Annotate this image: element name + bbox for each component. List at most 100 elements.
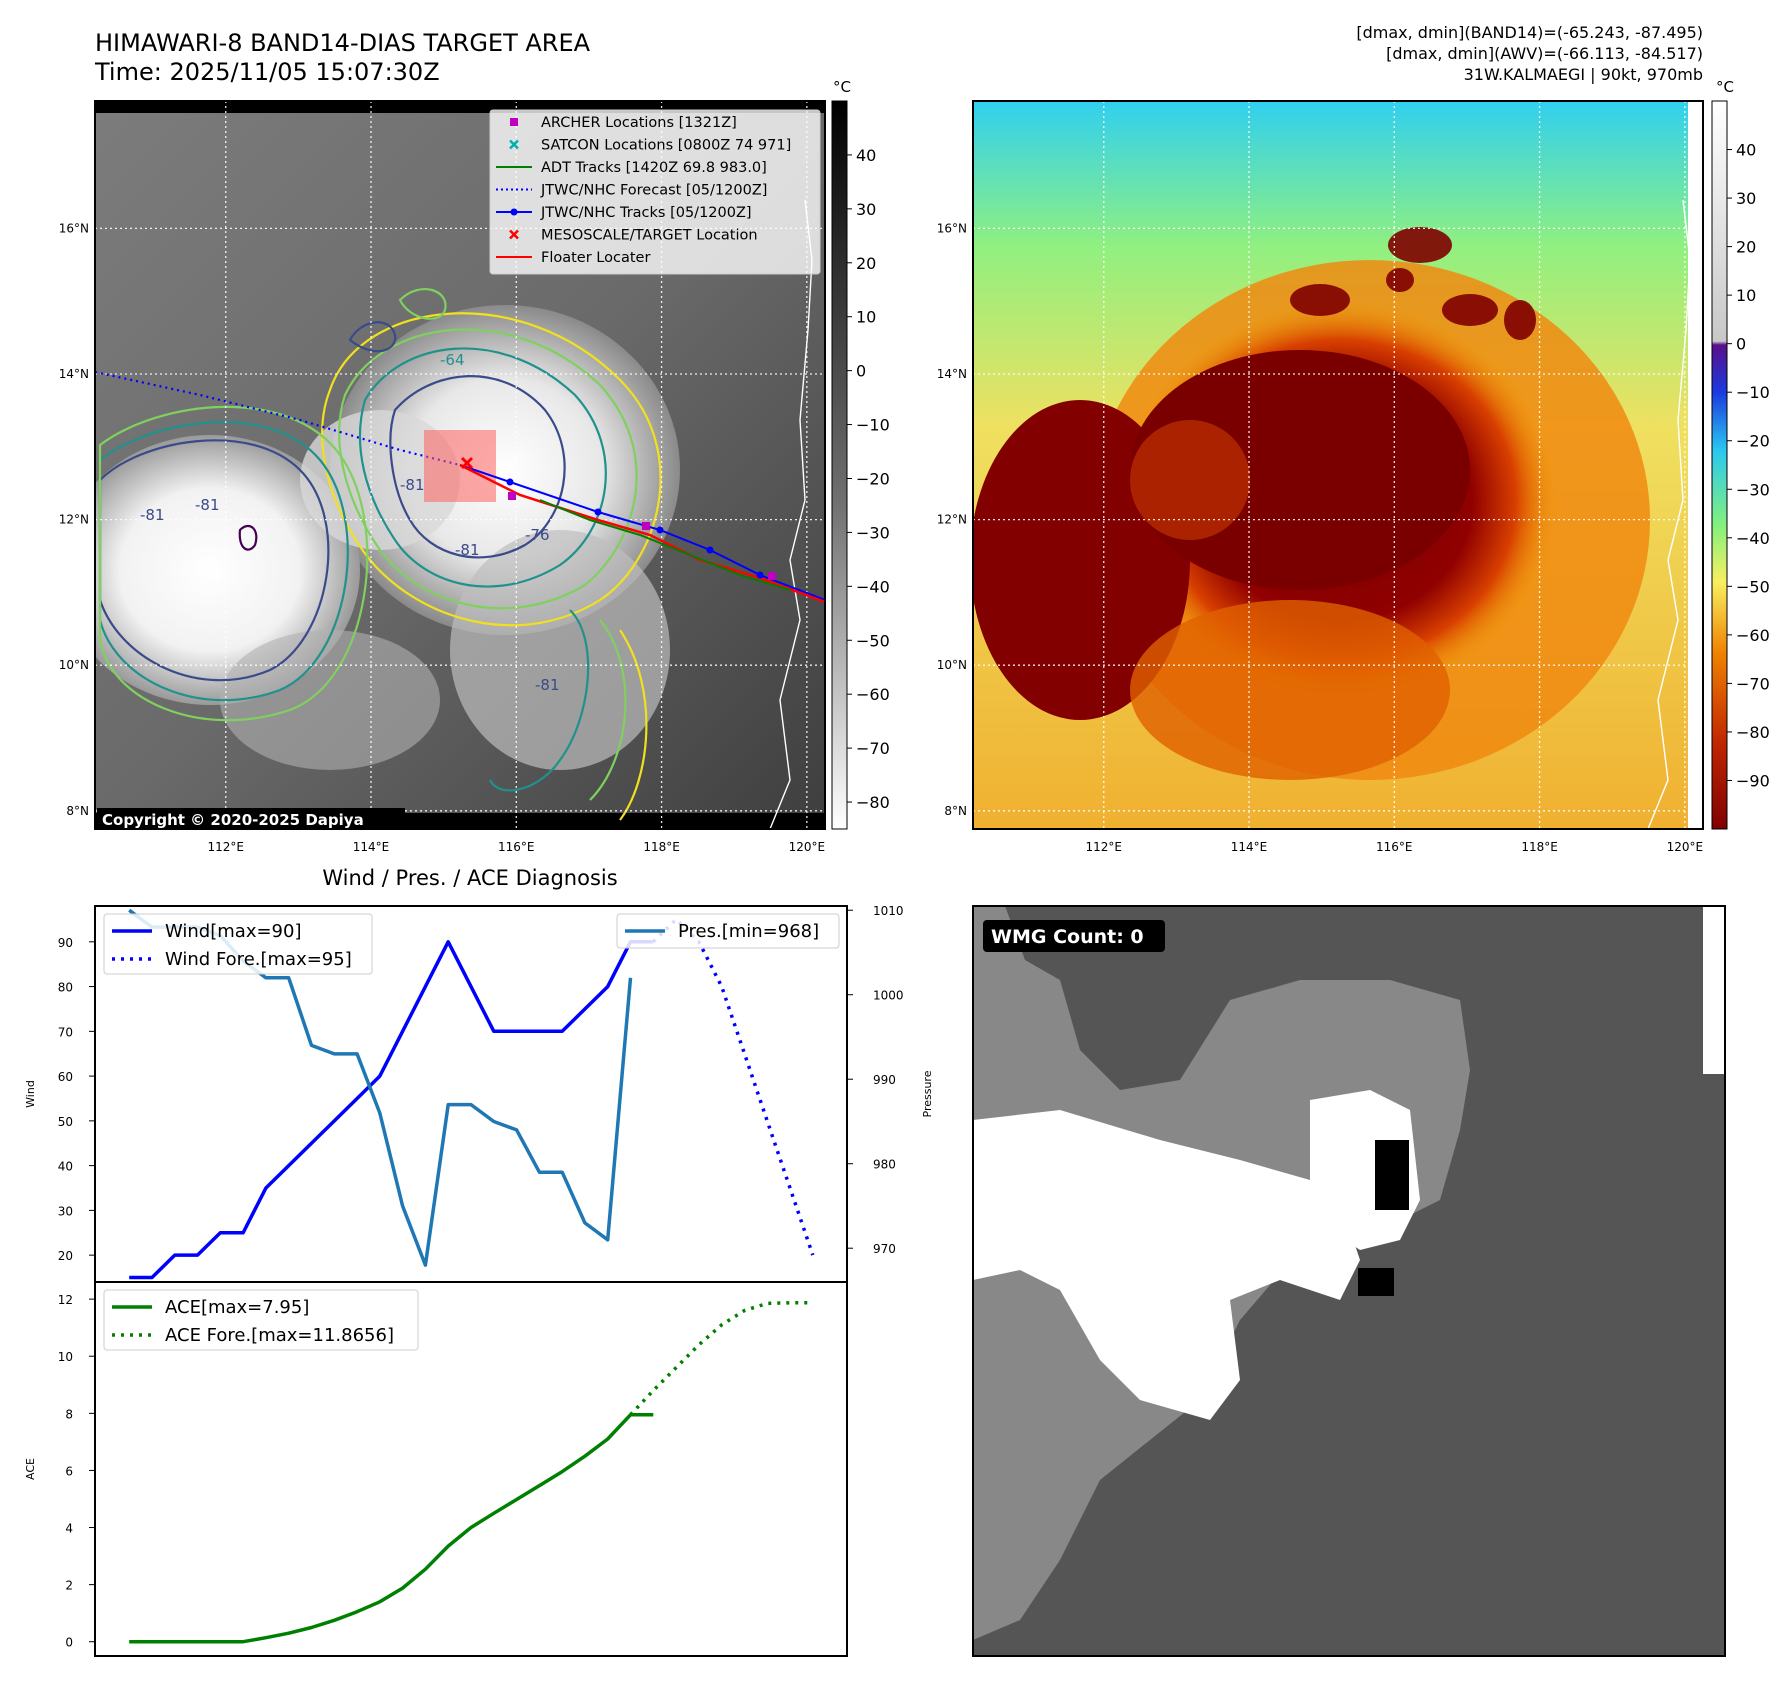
legend-label: SATCON Locations [0800Z 74 971]: [541, 138, 791, 154]
legend-ace: ACE[max=7.95]: [165, 1297, 309, 1318]
y2-tick-label: 1010: [873, 904, 904, 918]
awv-coastline: [1647, 199, 1691, 829]
track-legend: ARCHER Locations [1321Z] SATCON Locations…: [489, 109, 821, 275]
ir-lon-label: 112°E: [207, 840, 244, 854]
ir-lat-label: 8°N: [66, 804, 89, 818]
y-tick-label: 20: [58, 1249, 73, 1263]
y-tick-label: 6: [65, 1464, 73, 1478]
jtwc-track-points: [506, 478, 764, 579]
awv-lat-axis: 16°N 14°N 12°N 10°N 8°N: [937, 221, 967, 817]
awv-map-frame: [972, 100, 1704, 830]
contour-label: -81: [400, 476, 425, 494]
ir-lon-label: 118°E: [643, 840, 680, 854]
ir-satellite-map: -64 -76 -81 -81 -81 -81 -81 Copyright © …: [59, 100, 826, 854]
y-tick-label: 8: [65, 1407, 73, 1421]
legend-entry-0: ARCHER Locations [1321Z]: [510, 115, 737, 131]
y-tick-label: 80: [58, 981, 73, 995]
y-tick-label: 40: [58, 1160, 73, 1174]
colorbar_gray-tick-label: −70: [856, 739, 890, 758]
copyright-text: Copyright © 2020-2025 Dapiya: [102, 811, 364, 829]
colorbar_color-tick-label: 10: [1736, 286, 1756, 305]
legend-ace-forecast: ACE Fore.[max=11.8656]: [165, 1325, 394, 1346]
series-line-0-0: [129, 940, 654, 1280]
series-line-1-0: [129, 1413, 654, 1644]
ir-lat-label: 12°N: [59, 513, 89, 527]
colorbar_gray-tick-label: −30: [856, 523, 890, 542]
pressure-axis-label: Pressure: [921, 1070, 934, 1117]
contour-label: -81: [195, 496, 220, 514]
colorbar_color-tick-label: 0: [1736, 335, 1746, 354]
y-tick-label: 90: [58, 936, 73, 950]
adt-track: [539, 499, 791, 591]
y2-tick-label: 1000: [873, 989, 904, 1003]
colorbar_color-tick-label: 40: [1736, 141, 1756, 160]
y-tick-label: 4: [65, 1522, 73, 1536]
diagnosis-title: Wind / Pres. / ACE Diagnosis: [322, 866, 617, 890]
contour-label: -64: [440, 351, 465, 369]
legend-entry-6: Floater Locater: [496, 250, 650, 266]
colorbar_gray-tick-label: −40: [856, 577, 890, 596]
ir-coastline: [769, 199, 813, 829]
legend-marker-square: [510, 118, 518, 126]
wind-pressure-plot: 20 30 40 50 60 70 80 90 970 980 990 1000 1010 Wind …: [24, 904, 934, 1283]
legend-entry-5: MESOSCALE/TARGET Location: [509, 228, 758, 244]
colorbar_color-tick-label: −50: [1736, 577, 1770, 596]
colorbar_color-tick-label: −80: [1736, 723, 1770, 742]
ace-axis-label: ACE: [24, 1458, 37, 1480]
ir-lat-label: 10°N: [59, 658, 89, 672]
awv-lat-label: 12°N: [937, 513, 967, 527]
legend-wind-forecast: Wind Fore.[max=95]: [165, 949, 352, 970]
ir-lon-label: 116°E: [498, 840, 535, 854]
y2-tick-label: 990: [873, 1073, 896, 1087]
ace-legend: ACE[max=7.95] ACE Fore.[max=11.8656]: [103, 1289, 419, 1351]
colorbar_gray-tick-label: −80: [856, 793, 890, 812]
y-tick-label: 70: [58, 1025, 73, 1039]
y-tick-label: 60: [58, 1070, 73, 1084]
colorbar_color-tick-label: −70: [1736, 674, 1770, 693]
ir-map-frame: [94, 100, 826, 830]
contour-label: -81: [535, 676, 560, 694]
wind-legend: Wind[max=90] Wind Fore.[max=95]: [103, 913, 373, 975]
contour-label: -76: [525, 526, 550, 544]
contour-label: -81: [455, 541, 480, 559]
y-tick-label: 30: [58, 1204, 73, 1218]
awv-imagery: [973, 101, 1703, 829]
awv-lon-label: 112°E: [1085, 840, 1122, 854]
legend-label: JTWC/NHC Tracks [05/1200Z]: [540, 205, 752, 221]
y2-tick-label: 980: [873, 1158, 896, 1172]
color-colorbar-unit: °C: [1716, 78, 1734, 96]
colorbar_color-tick-label: −60: [1736, 626, 1770, 645]
figure-title-line1: HIMAWARI-8 BAND14-DIAS TARGET AREA: [95, 29, 591, 57]
awv-lon-label: 120°E: [1667, 840, 1704, 854]
wmg-image: [973, 906, 1725, 1656]
ir-lon-axis: 112°E 114°E 116°E 118°E 120°E: [207, 840, 825, 854]
awv-lat-label: 14°N: [937, 367, 967, 381]
colorbar_gray-tick-label: −20: [856, 469, 890, 488]
ace-plot: 0 2 4 6 8 10 12 ACE ACE[max=7.95] ACE Fore.[ma…: [24, 1281, 848, 1657]
colorbar_gray-tick-label: −10: [856, 416, 890, 435]
info-line-band14: [dmax, dmin](BAND14)=(-65.243, -87.495): [1356, 23, 1703, 42]
wmg-panel: WMG Count: 0: [972, 905, 1726, 1657]
jtwc-forecast-track: [95, 370, 461, 467]
copyright-box: [97, 808, 405, 829]
legend-marker-x: [509, 139, 519, 150]
colorbar_color-tick-label: 30: [1736, 189, 1756, 208]
ir-lat-axis: 16°N 14°N 12°N 10°N 8°N: [59, 221, 89, 817]
colorbar_color-tick-label: −30: [1736, 480, 1770, 499]
awv-lon-label: 118°E: [1521, 840, 1558, 854]
legend-entry-3: JTWC/NHC Forecast [05/1200Z]: [496, 183, 767, 199]
gray-colorbar-unit: °C: [833, 78, 851, 96]
figure-title-line2: Time: 2025/11/05 15:07:30Z: [94, 58, 440, 86]
colorbar_gray-tick-label: 0: [856, 362, 866, 381]
legend-wind: Wind[max=90]: [165, 921, 302, 942]
colorbar_gray-tick-label: −60: [856, 685, 890, 704]
gray-colorbar: °C 40 30 20 10 0 −10 −20 −30 −40 −50 −60 −70 −80: [831, 78, 890, 830]
colorbar_gray-tick-label: −50: [856, 631, 890, 650]
legend-marker-dot: [510, 208, 518, 216]
legend-pressure: Pres.[min=968]: [678, 921, 819, 942]
wmg-count-label: WMG Count: 0: [991, 926, 1144, 948]
awv-gridlines: [973, 101, 1703, 829]
ir-lat-label: 16°N: [59, 221, 89, 235]
awv-lon-label: 116°E: [1376, 840, 1413, 854]
y-tick-label: 12: [58, 1293, 73, 1307]
